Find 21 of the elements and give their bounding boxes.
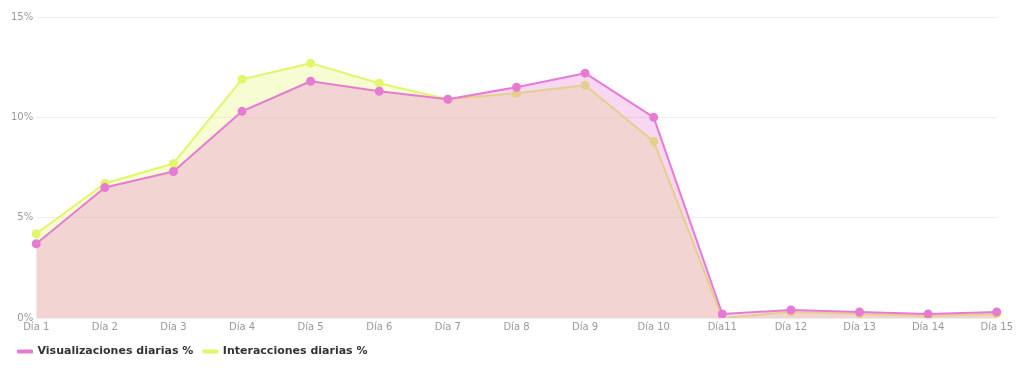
legend-label: Interacciones diarias % <box>222 344 368 358</box>
y-tick-label: 10% <box>10 110 34 122</box>
x-tick-label: Día 13 <box>843 320 876 332</box>
x-tick-label: Día 14 <box>911 320 945 332</box>
x-tick-label: Día 9 <box>572 320 599 332</box>
x-tick-label: Día 8 <box>503 320 530 332</box>
x-tick-label: Día 3 <box>160 320 187 332</box>
x-tick-label: Día 12 <box>774 320 808 332</box>
x-tick-label: Día11 <box>707 320 737 332</box>
x-tick-label: Día 10 <box>637 320 670 332</box>
x-tick-label: Día 15 <box>980 320 1013 332</box>
x-tick-label: Día 6 <box>366 320 393 332</box>
x-tick-label: Día 5 <box>297 320 324 332</box>
legend-label: Visualizaciones diarias % <box>37 344 194 358</box>
x-tick-label: Día 4 <box>228 320 256 332</box>
y-tick-label: 15% <box>10 10 34 22</box>
x-tick-label: Día 2 <box>91 320 118 332</box>
x-tick-label: Día 7 <box>434 320 461 332</box>
y-tick-label: 0% <box>17 311 34 323</box>
y-tick-label: 5% <box>17 211 34 223</box>
x-tick-label: Día 1 <box>23 320 50 332</box>
